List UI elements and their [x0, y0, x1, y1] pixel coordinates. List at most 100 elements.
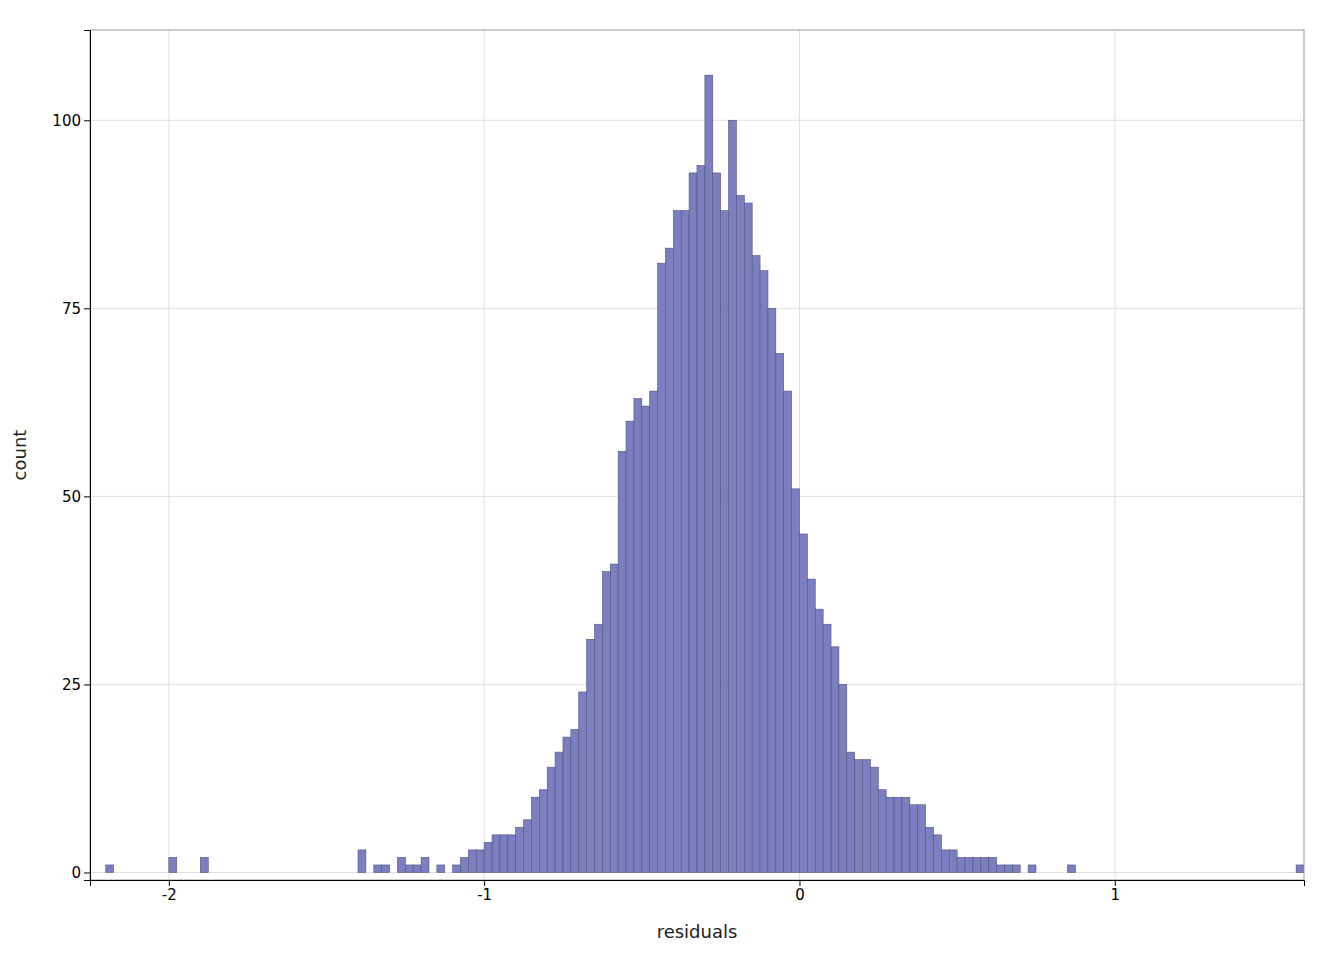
histogram-bar — [768, 308, 776, 872]
histogram-bar — [232, 872, 240, 873]
histogram-bar — [200, 857, 208, 872]
plot-frame — [90, 30, 1304, 880]
histogram-bar — [445, 872, 453, 873]
histogram-bar — [894, 797, 902, 872]
histogram-bar — [1138, 872, 1146, 873]
histogram-bar — [137, 872, 145, 873]
histogram-bar — [1257, 872, 1265, 873]
histogram-bar — [618, 451, 626, 872]
y-axis: 0 25 50 75 100 — [52, 31, 90, 882]
histogram-bar — [224, 872, 232, 873]
histogram-bar — [1060, 872, 1068, 873]
histogram-bar — [886, 797, 894, 872]
histogram-bar — [870, 767, 878, 872]
histogram-bar — [1123, 872, 1131, 873]
histogram-bar — [122, 872, 130, 873]
histogram-bar — [973, 857, 981, 872]
histogram-bar — [760, 271, 768, 873]
histogram-bar — [799, 534, 807, 872]
histogram-bar — [516, 827, 524, 872]
tick: 0 — [795, 880, 805, 904]
histogram-bar — [295, 872, 303, 873]
histogram-bar — [421, 857, 429, 872]
histogram-bar — [437, 865, 445, 873]
histogram-bar — [326, 872, 334, 873]
histogram-bar — [1249, 872, 1257, 873]
histogram-bar — [855, 760, 863, 873]
histogram-bar — [1202, 872, 1210, 873]
histogram-bar — [997, 865, 1005, 873]
histogram-bar — [933, 835, 941, 873]
histogram-bar — [185, 872, 193, 873]
histogram-bar — [1233, 872, 1241, 873]
histogram-bar — [1217, 872, 1225, 873]
tick: 75 — [62, 300, 90, 318]
tick-mark — [84, 684, 90, 685]
histogram-bar — [106, 865, 114, 873]
histogram-bar — [847, 752, 855, 872]
tick: 100 — [52, 112, 90, 130]
histogram-bar — [1296, 865, 1304, 873]
histogram-bar — [1280, 872, 1288, 873]
histogram-bar — [1099, 872, 1107, 873]
histogram-bar — [177, 872, 185, 873]
histogram-bar — [390, 872, 398, 873]
histogram-bar — [563, 737, 571, 872]
tick-label: 0 — [71, 864, 81, 882]
tick-label: 25 — [62, 676, 81, 694]
histogram-bar — [602, 572, 610, 873]
tick-label: 75 — [62, 300, 81, 318]
histogram-bar — [681, 211, 689, 873]
histogram-bar — [319, 872, 327, 873]
histogram-bar — [240, 872, 248, 873]
histogram-bar — [744, 203, 752, 872]
tick: 50 — [62, 488, 90, 506]
histogram-bar — [863, 760, 871, 873]
histogram-bar — [1170, 872, 1178, 873]
chart: -2-1010255075100residualscount — [0, 0, 1344, 960]
histogram-bar — [1020, 872, 1028, 873]
histogram-bar — [729, 120, 737, 872]
histogram-bar — [1052, 872, 1060, 873]
histogram-bar — [287, 872, 295, 873]
histogram-bar — [405, 865, 413, 873]
histogram-bar — [397, 857, 405, 872]
histogram-bar — [1036, 872, 1044, 873]
tick: 0 — [71, 864, 90, 882]
histogram-bar — [1044, 872, 1052, 873]
histogram-bar — [823, 624, 831, 872]
histogram-bar — [689, 173, 697, 873]
histogram-bar — [547, 767, 555, 872]
histogram-bar — [248, 872, 256, 873]
histogram-bar — [476, 850, 484, 873]
histogram-bar — [216, 872, 224, 873]
histogram-bar — [650, 391, 658, 872]
histogram-bar — [1272, 872, 1280, 873]
histogram-bar — [1162, 872, 1170, 873]
histogram-bar — [1115, 872, 1123, 873]
histogram-bar — [736, 195, 744, 872]
histogram-bar — [382, 865, 390, 873]
histogram-bar — [524, 820, 532, 873]
histogram-bar — [1186, 872, 1194, 873]
histogram-bar — [1178, 872, 1186, 873]
histogram-bar — [989, 857, 997, 872]
histogram-bar — [1288, 872, 1296, 873]
histogram-bar — [1265, 872, 1273, 873]
histogram-bar — [114, 872, 122, 873]
histogram-bar — [1131, 872, 1139, 873]
histogram-bar — [492, 835, 500, 873]
grid-line — [1114, 30, 1115, 880]
histogram-bar — [1004, 865, 1012, 873]
histogram-bar — [571, 730, 579, 873]
histogram-bar — [374, 865, 382, 873]
tick: 25 — [62, 676, 90, 694]
histogram-bar — [303, 872, 311, 873]
histogram-bar — [965, 857, 973, 872]
histogram-bar — [1083, 872, 1091, 873]
histogram-bar — [531, 797, 539, 872]
histogram-bar — [713, 173, 721, 873]
tick-mark — [84, 308, 90, 309]
histogram-bar — [429, 872, 437, 873]
histogram-bar — [161, 872, 169, 873]
